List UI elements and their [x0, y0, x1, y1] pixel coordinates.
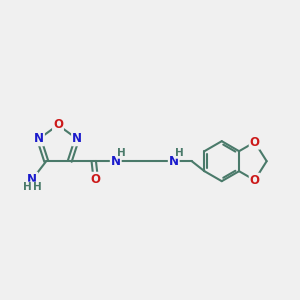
Text: O: O — [91, 173, 101, 186]
Text: N: N — [169, 155, 179, 168]
Text: N: N — [27, 173, 37, 186]
Text: N: N — [111, 155, 121, 168]
Text: H: H — [176, 148, 184, 158]
Text: N: N — [72, 132, 82, 145]
Text: H: H — [117, 148, 126, 158]
Text: O: O — [250, 174, 260, 187]
Text: O: O — [250, 136, 260, 149]
Text: N: N — [34, 132, 44, 145]
Text: H: H — [33, 182, 42, 192]
Text: O: O — [53, 118, 63, 131]
Text: H: H — [23, 182, 32, 192]
